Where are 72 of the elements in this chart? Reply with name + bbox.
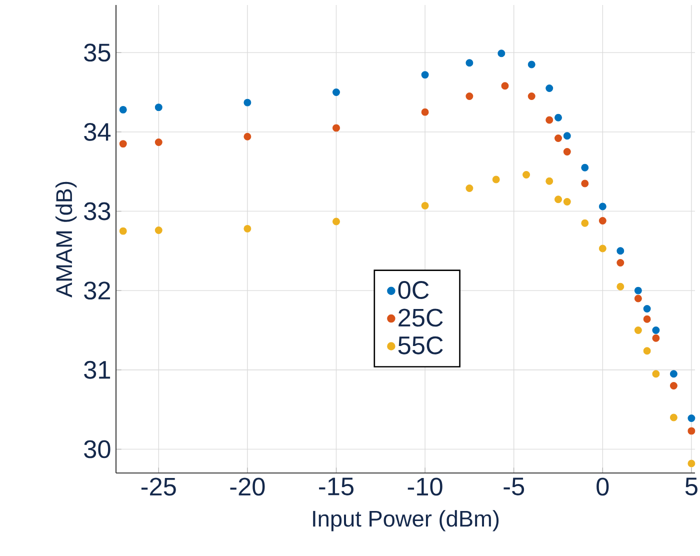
point <box>244 98 252 106</box>
y-tick-label: 35 <box>84 44 110 62</box>
point <box>546 84 554 92</box>
point <box>554 114 562 122</box>
point <box>119 140 127 148</box>
y-tick-label: 33 <box>84 202 110 220</box>
point <box>643 305 651 313</box>
point <box>581 164 589 172</box>
y-tick-label: 31 <box>84 360 110 379</box>
point <box>554 134 562 142</box>
point <box>643 347 651 355</box>
y-tick-label: 30 <box>84 440 110 458</box>
point <box>492 176 500 184</box>
point <box>546 177 554 185</box>
point <box>421 108 429 116</box>
point <box>119 227 127 235</box>
point <box>466 92 474 100</box>
point <box>466 184 474 192</box>
x-tick-label: -15 <box>319 478 354 496</box>
point <box>154 138 162 146</box>
point <box>616 259 624 267</box>
point <box>332 88 340 96</box>
point <box>634 294 642 302</box>
point <box>244 224 252 232</box>
legend-label: 55C <box>398 336 443 354</box>
point <box>154 104 162 112</box>
point <box>581 219 589 227</box>
point <box>652 334 660 342</box>
point <box>643 315 651 323</box>
x-axis-title: Input Power (dBm) <box>313 510 499 532</box>
point <box>522 171 530 178</box>
point <box>652 370 660 378</box>
legend-label: 25C <box>398 308 443 327</box>
x-tick-label: -25 <box>141 478 176 496</box>
point <box>563 148 571 156</box>
point <box>332 124 340 132</box>
x-tick-label: -20 <box>230 478 265 496</box>
point <box>332 218 340 226</box>
point <box>119 106 127 114</box>
point <box>421 71 429 79</box>
point <box>154 226 162 234</box>
point <box>670 370 678 378</box>
point <box>652 326 660 334</box>
point <box>498 50 506 58</box>
x-tick-label: 5 <box>685 478 698 496</box>
point <box>554 196 562 204</box>
point <box>616 282 624 290</box>
y-tick-label: 34 <box>84 122 111 141</box>
point <box>670 382 678 390</box>
point <box>528 60 536 68</box>
y-tick-label: 32 <box>84 282 110 300</box>
y-axis-title: AMAM (dB) <box>56 182 77 298</box>
x-tick-label: 0 <box>596 478 609 496</box>
point <box>634 286 642 294</box>
point <box>598 244 606 252</box>
point <box>528 92 536 100</box>
point <box>421 202 429 210</box>
point <box>634 326 642 334</box>
point <box>598 217 606 224</box>
legend-label: 0C <box>398 281 429 299</box>
point <box>244 132 252 140</box>
x-tick-label: -5 <box>504 478 524 496</box>
point <box>466 59 474 67</box>
point <box>546 116 554 124</box>
point <box>616 247 624 255</box>
point <box>563 198 571 206</box>
point <box>598 202 606 210</box>
x-tick-label: -10 <box>408 478 442 496</box>
point <box>501 82 509 90</box>
point <box>581 180 589 188</box>
point <box>670 414 678 422</box>
point <box>563 132 571 140</box>
